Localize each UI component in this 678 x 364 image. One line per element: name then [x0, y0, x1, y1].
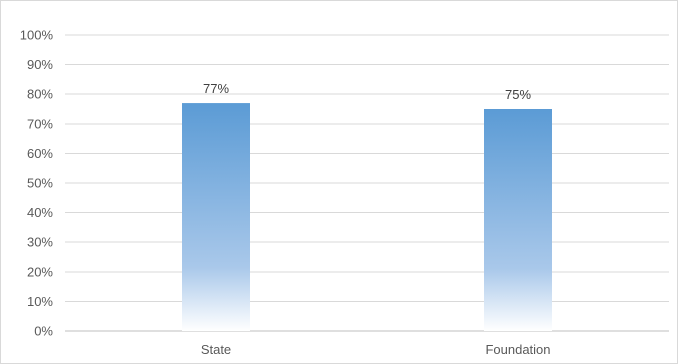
category-label-state: State	[201, 342, 231, 357]
y-tick-label: 10%	[27, 294, 53, 309]
y-axis-tick-labels: 0% 10% 20% 30% 40% 50% 60% 70% 80% 90% 100%	[20, 28, 54, 339]
y-tick-label: 30%	[27, 235, 53, 250]
data-label-state: 77%	[203, 81, 229, 96]
x-axis-category-labels: State Foundation	[201, 342, 551, 357]
y-tick-label: 70%	[27, 116, 53, 131]
gridlines	[65, 34, 669, 332]
y-tick-label: 80%	[27, 87, 53, 102]
bars	[182, 103, 552, 331]
y-tick-label: 20%	[27, 264, 53, 279]
data-labels: 77% 75%	[203, 81, 531, 102]
bar-foundation	[484, 109, 552, 331]
y-tick-label: 40%	[27, 205, 53, 220]
data-label-foundation: 75%	[505, 87, 531, 102]
y-tick-label: 50%	[27, 176, 53, 191]
y-tick-label: 60%	[27, 146, 53, 161]
y-tick-label: 100%	[20, 28, 54, 43]
bar-state	[182, 103, 250, 331]
y-tick-label: 0%	[34, 324, 53, 339]
category-label-foundation: Foundation	[485, 342, 550, 357]
y-tick-label: 90%	[27, 57, 53, 72]
